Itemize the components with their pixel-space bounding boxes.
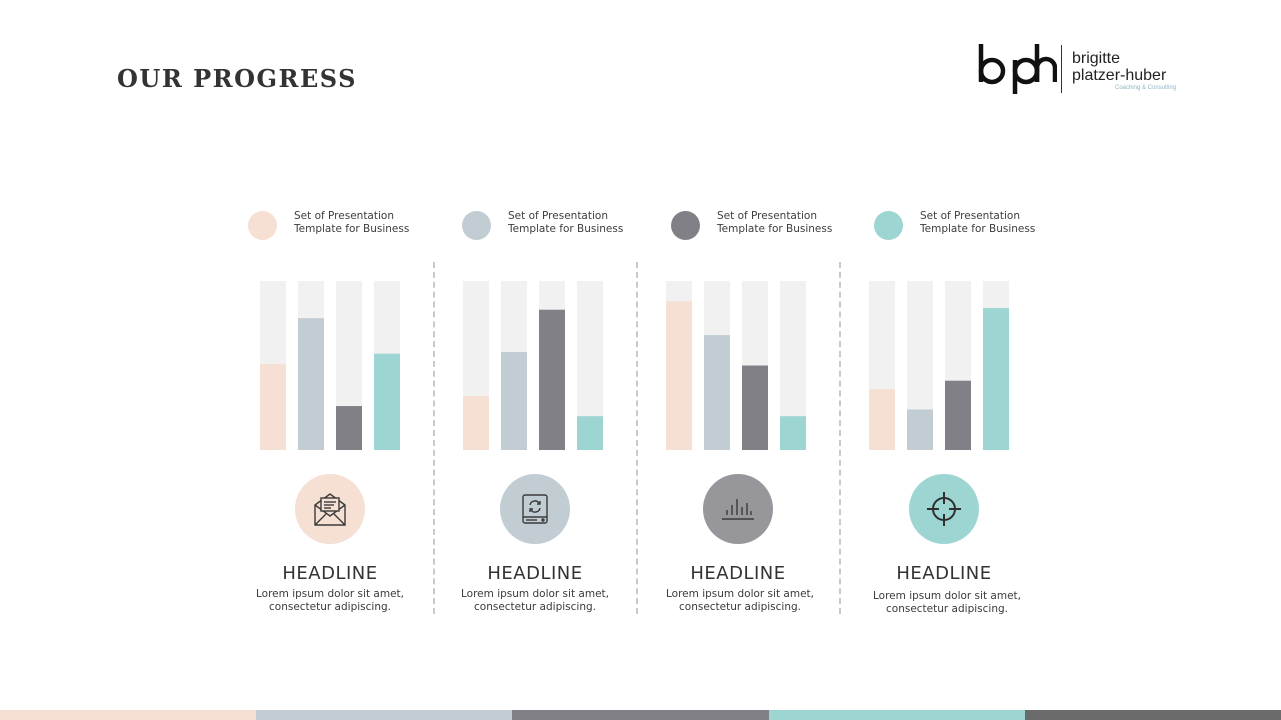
- legend-label-1: Set of Presentation Template for Busines…: [294, 210, 444, 236]
- hard-drive-sync-icon: [522, 494, 548, 524]
- legend-label-4-line2: Template for Business: [920, 223, 1036, 235]
- bar-chart-icon: [722, 499, 754, 520]
- bar-chart-2: [463, 281, 603, 450]
- description-4-line1: Lorem ipsum dolor sit amet,: [873, 590, 1021, 602]
- logo-mark: [978, 44, 1057, 94]
- bar: [742, 365, 768, 450]
- separator-2: [636, 262, 638, 614]
- bar: [780, 416, 806, 450]
- headline-2: HEADLINE: [487, 563, 583, 584]
- description-2: Lorem ipsum dolor sit amet, consectetur …: [435, 588, 635, 614]
- legend-dot-2: [462, 211, 491, 240]
- description-1: Lorem ipsum dolor sit amet, consectetur …: [230, 588, 430, 614]
- bottom-color-strip: [0, 710, 1281, 720]
- legend-label-2: Set of Presentation Template for Busines…: [508, 210, 658, 236]
- description-2-line1: Lorem ipsum dolor sit amet,: [461, 588, 609, 600]
- bar: [260, 363, 286, 450]
- bar: [907, 409, 933, 450]
- envelope-icon: [314, 493, 346, 526]
- bar: [374, 353, 400, 450]
- bar: [539, 309, 565, 450]
- legend-dot-4: [874, 211, 903, 240]
- bar: [666, 301, 692, 450]
- legend-label-4: Set of Presentation Template for Busines…: [920, 210, 1070, 236]
- logo-tagline: Coaching & Consulting: [1115, 85, 1177, 91]
- description-3-line2: consectetur adipiscing.: [679, 601, 801, 613]
- bar-chart-4: [869, 281, 1009, 450]
- separator-1: [433, 262, 435, 614]
- page-title: OUR PROGRESS: [117, 64, 357, 93]
- legend-label-2-line2: Template for Business: [508, 223, 624, 235]
- logo-line1: brigitte: [1072, 50, 1121, 67]
- strip-segment-4: [768, 710, 1025, 720]
- logo: brigitte platzer-huber Coaching & Consul…: [975, 42, 1185, 96]
- crosshair-icon: [927, 492, 961, 526]
- headline-1: HEADLINE: [282, 563, 378, 584]
- legend-label-2-line1: Set of Presentation: [508, 210, 608, 222]
- strip-segment-1: [0, 710, 257, 720]
- strip-segment-3: [512, 710, 769, 720]
- bar-chart-icon-circle: [703, 474, 773, 544]
- bar-chart-1: [260, 281, 400, 450]
- legend-label-3: Set of Presentation Template for Busines…: [717, 210, 867, 236]
- headline-4: HEADLINE: [896, 563, 992, 584]
- logo-line2: platzer-huber: [1072, 67, 1167, 84]
- bar: [983, 308, 1009, 450]
- legend-dot-1: [248, 211, 277, 240]
- bar: [501, 351, 527, 450]
- bar: [704, 335, 730, 450]
- description-4-line2: consectetur adipiscing.: [886, 603, 1008, 615]
- description-1-line2: consectetur adipiscing.: [269, 601, 391, 613]
- description-1-line1: Lorem ipsum dolor sit amet,: [256, 588, 404, 600]
- legend-label-3-line2: Template for Business: [717, 223, 833, 235]
- bar: [869, 389, 895, 450]
- legend-label-1-line1: Set of Presentation: [294, 210, 394, 222]
- description-4: Lorem ipsum dolor sit amet, consectetur …: [847, 590, 1047, 616]
- separator-3: [839, 262, 841, 614]
- legend-label-4-line1: Set of Presentation: [920, 210, 1020, 222]
- headline-3: HEADLINE: [690, 563, 786, 584]
- description-3: Lorem ipsum dolor sit amet, consectetur …: [640, 588, 840, 614]
- bar: [336, 406, 362, 450]
- legend-label-3-line1: Set of Presentation: [717, 210, 817, 222]
- logo-divider: [1061, 45, 1062, 93]
- bar: [463, 395, 489, 450]
- description-2-line2: consectetur adipiscing.: [474, 601, 596, 613]
- legend-dot-3: [671, 211, 700, 240]
- description-3-line1: Lorem ipsum dolor sit amet,: [666, 588, 814, 600]
- bar: [577, 416, 603, 450]
- bar: [945, 380, 971, 450]
- strip-segment-2: [256, 710, 513, 720]
- crosshair-icon-circle: [909, 474, 979, 544]
- strip-segment-5: [1024, 710, 1281, 720]
- bar-chart-3: [666, 281, 806, 450]
- envelope-icon-circle: [295, 474, 365, 544]
- legend-label-1-line2: Template for Business: [294, 223, 410, 235]
- logo-text: brigitte platzer-huber: [1072, 50, 1166, 84]
- hard-drive-sync-icon-circle: [500, 474, 570, 544]
- bar: [298, 318, 324, 450]
